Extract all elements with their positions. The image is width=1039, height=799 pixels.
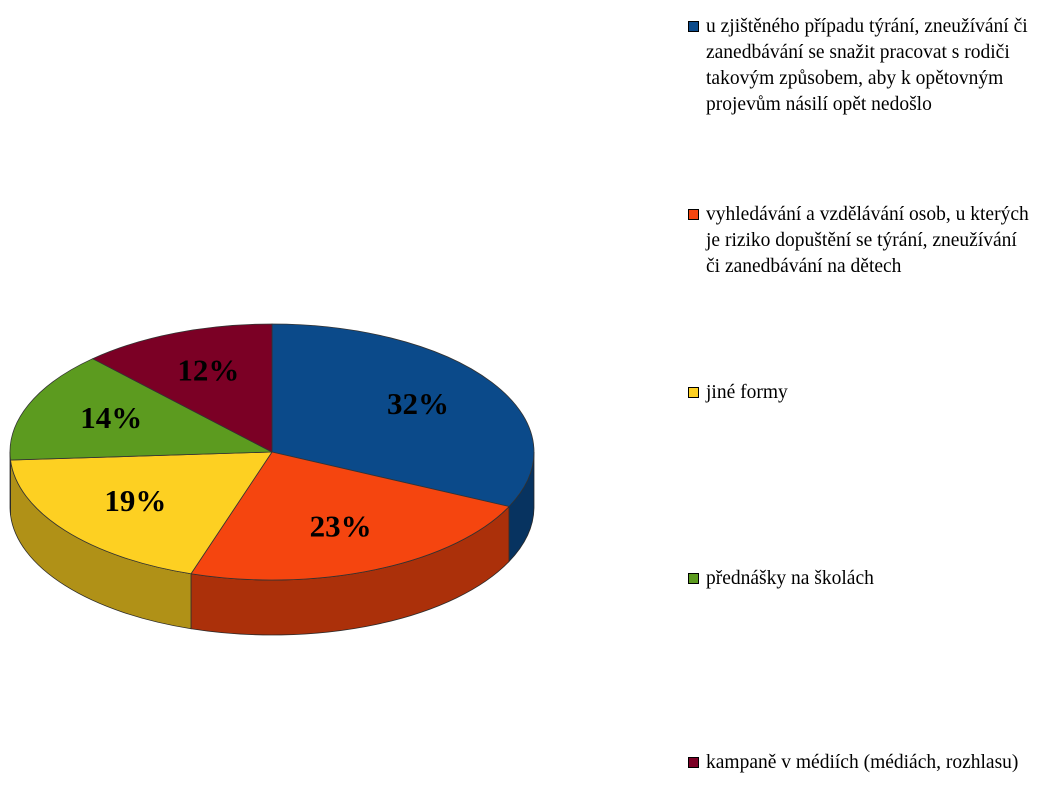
slice bbox=[271, 323, 535, 507]
legend-label: přednášky na školách bbox=[706, 568, 874, 589]
data-label: 12% bbox=[177, 353, 239, 388]
legend-swatch bbox=[688, 573, 699, 584]
legend-entry: vyhledávání a vzdělávání osob, u kterých… bbox=[688, 202, 1033, 280]
slice bbox=[10, 451, 273, 575]
legend-entry: přednášky na školách bbox=[688, 566, 1033, 592]
legend-swatch bbox=[688, 209, 699, 220]
legend-label: kampaně v médiích (médiách, rozhlasu) bbox=[706, 752, 1019, 773]
legend-swatch bbox=[688, 387, 699, 398]
legend-entry: u zjištěného případu týrání, zneužívání … bbox=[688, 14, 1033, 118]
side-shade bbox=[10, 452, 11, 516]
side-shade bbox=[191, 506, 510, 635]
data-label: 23% bbox=[310, 509, 372, 544]
legend-label: vyhledávání a vzdělávání osob, u kterých… bbox=[706, 204, 1029, 277]
data-label: 14% bbox=[80, 400, 142, 435]
legend-label: u zjištěného případu týrání, zneužívání … bbox=[706, 16, 1028, 115]
legend-label: jiné formy bbox=[706, 382, 788, 403]
slice bbox=[91, 323, 273, 453]
data-label: 32% bbox=[387, 386, 449, 421]
legend-swatch bbox=[688, 21, 699, 32]
side-shade bbox=[509, 452, 534, 562]
legend-entry: jiné formy bbox=[688, 380, 1033, 406]
legend-swatch bbox=[688, 757, 699, 768]
legend-entry: kampaně v médiích (médiách, rozhlasu) bbox=[688, 750, 1033, 776]
slice bbox=[190, 451, 510, 581]
side-shade bbox=[10, 460, 192, 629]
slice bbox=[9, 358, 274, 461]
data-label: 19% bbox=[104, 483, 166, 518]
